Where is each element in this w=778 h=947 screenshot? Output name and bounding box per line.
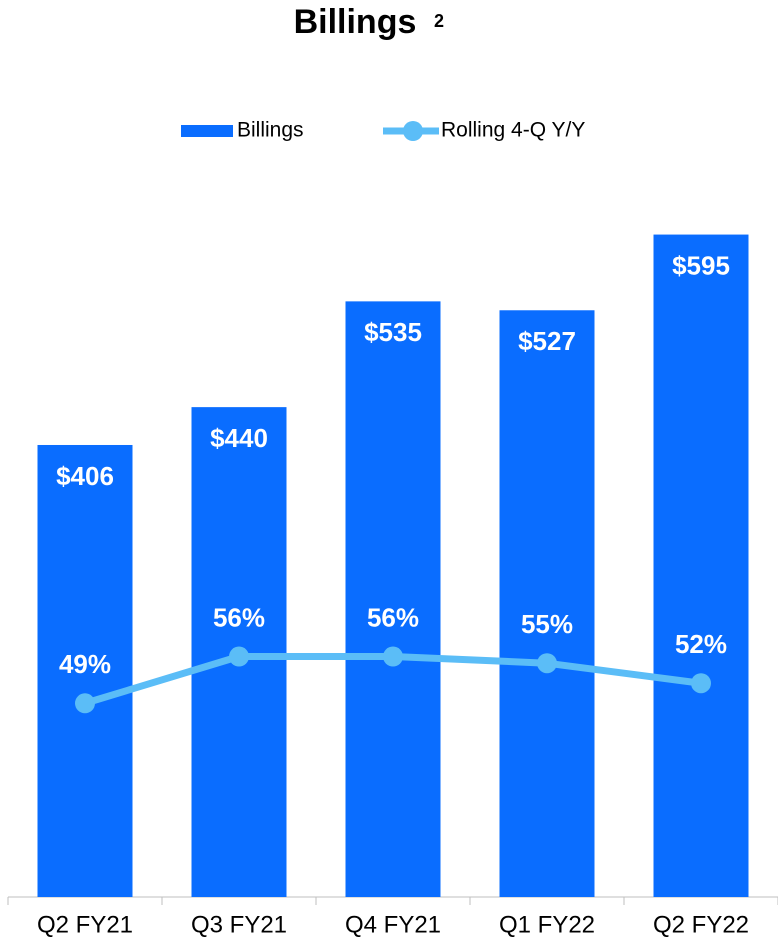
legend-label: Billings bbox=[237, 119, 304, 142]
legend-label: Rolling 4-Q Y/Y bbox=[441, 119, 585, 142]
bar-value-label: $535 bbox=[364, 317, 422, 347]
bar-value-label: $406 bbox=[56, 461, 114, 491]
x-tick-label: Q2 FY21 bbox=[37, 911, 133, 938]
x-tick-label: Q1 FY22 bbox=[499, 911, 595, 938]
line-value-label: 49% bbox=[59, 649, 111, 679]
bar bbox=[345, 301, 441, 897]
bar-value-label: $595 bbox=[672, 250, 730, 280]
bar-value-label: $527 bbox=[518, 326, 576, 356]
legend-marker bbox=[403, 121, 423, 141]
line-value-label: 56% bbox=[213, 602, 265, 632]
bar-value-label: $440 bbox=[210, 423, 268, 453]
title-superscript: 2 bbox=[434, 11, 444, 31]
x-tick-label: Q2 FY22 bbox=[653, 911, 749, 938]
line-value-label: 56% bbox=[367, 602, 419, 632]
bar bbox=[499, 310, 595, 898]
line-value-label: 52% bbox=[675, 629, 727, 659]
line-marker bbox=[229, 646, 249, 667]
legend-swatch bbox=[181, 125, 233, 137]
line-marker bbox=[537, 653, 557, 674]
line-value-label: 55% bbox=[521, 609, 573, 639]
bar bbox=[653, 234, 749, 898]
line-marker bbox=[383, 646, 403, 667]
x-tick-label: Q3 FY21 bbox=[191, 911, 287, 938]
x-tick-label: Q4 FY21 bbox=[345, 911, 441, 938]
bar bbox=[37, 444, 133, 897]
line-marker bbox=[75, 693, 95, 714]
chart-title: Billings bbox=[294, 3, 417, 41]
line-marker bbox=[691, 673, 711, 694]
